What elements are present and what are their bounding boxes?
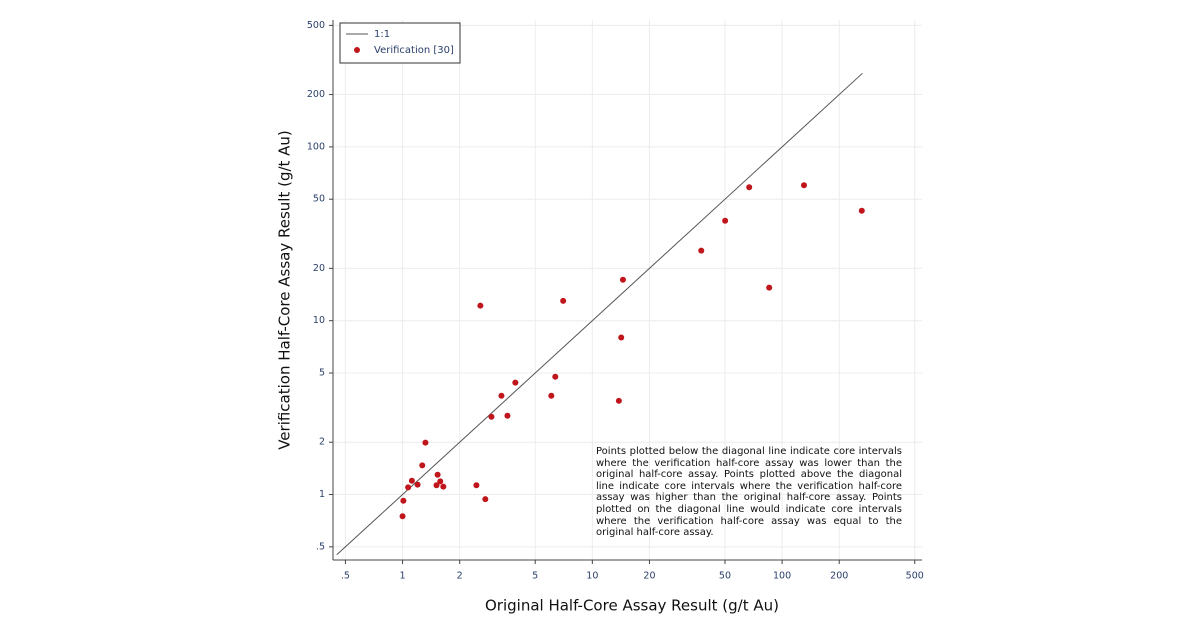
point	[399, 513, 406, 520]
point	[434, 471, 441, 478]
y-tick-label: 10	[313, 315, 325, 326]
point	[477, 302, 484, 309]
point	[698, 247, 705, 254]
point	[615, 397, 622, 404]
y-axis-label: Verification Half-Core Assay Result (g/t…	[276, 130, 294, 450]
point	[618, 334, 625, 341]
point	[722, 217, 729, 224]
point	[552, 373, 559, 380]
point	[800, 182, 807, 189]
point	[766, 284, 773, 291]
point	[440, 483, 447, 490]
legend-box	[339, 22, 461, 64]
point	[422, 439, 429, 446]
y-tick-label: 50	[313, 194, 325, 205]
legend-label: Verification [30]	[374, 45, 454, 56]
annotation: Points plotted below the diagonal line i…	[596, 446, 902, 539]
point	[512, 379, 519, 386]
x-tick-label: 10	[586, 571, 598, 582]
y-tick-label: 1	[319, 489, 325, 500]
point	[482, 496, 489, 503]
point	[504, 412, 511, 419]
x-tick-label: 20	[643, 571, 655, 582]
x-tick-label: 500	[906, 571, 924, 582]
point	[548, 392, 555, 399]
x-tick-label: 5	[532, 571, 538, 582]
point	[619, 276, 626, 283]
x-tick-label: 1	[400, 571, 406, 582]
x-tick-label: 200	[830, 571, 848, 582]
legend-marker	[354, 47, 360, 53]
y-tick-label: 100	[307, 141, 325, 152]
x-tick-label: 100	[773, 571, 791, 582]
point	[746, 184, 753, 191]
x-tick-label: .5	[341, 571, 350, 582]
point	[414, 481, 421, 488]
x-axis-label: Original Half-Core Assay Result (g/t Au)	[485, 597, 779, 615]
reference-line	[336, 72, 863, 556]
y-tick-label: 20	[313, 263, 325, 274]
point	[408, 477, 415, 484]
point	[473, 482, 480, 489]
y-tick-label: 5	[319, 368, 325, 379]
point	[405, 484, 412, 491]
point	[498, 392, 505, 399]
point	[858, 207, 865, 214]
y-tick-label: 500	[307, 20, 325, 31]
y-tick-label: 200	[307, 89, 325, 100]
point	[433, 482, 440, 489]
x-tick-label: 2	[457, 571, 463, 582]
point	[419, 462, 426, 469]
point	[400, 497, 407, 504]
y-tick-label: 2	[319, 437, 325, 448]
y-tick-label: .5	[316, 541, 325, 552]
point	[488, 413, 495, 420]
point	[437, 478, 444, 485]
x-tick-label: 50	[719, 571, 731, 582]
point	[560, 297, 567, 304]
legend-label: 1:1	[374, 29, 390, 40]
